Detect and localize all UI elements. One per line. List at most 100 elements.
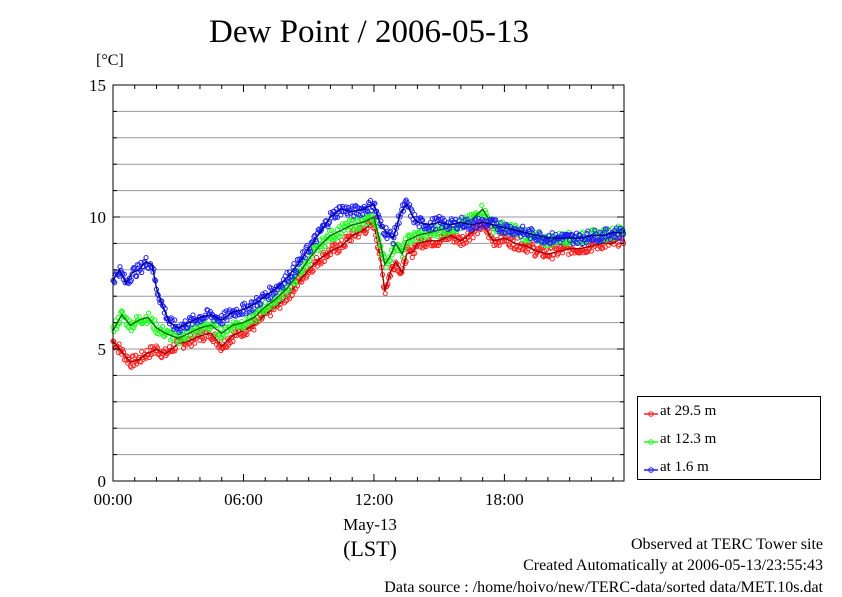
data-point (338, 212, 344, 218)
data-point (600, 245, 606, 251)
data-point (580, 229, 586, 235)
data-point (416, 224, 422, 230)
data-point (611, 241, 617, 247)
x-tick-label: 06:00 (224, 490, 263, 509)
data-point (229, 328, 235, 334)
data-point (313, 239, 320, 245)
data-point (192, 340, 198, 346)
data-point (489, 216, 495, 222)
data-point (602, 226, 608, 232)
data-point (479, 202, 485, 209)
data-point (363, 229, 369, 235)
y-axis-label: [°C] (96, 52, 124, 69)
data-point (332, 215, 338, 221)
data-point (467, 237, 473, 243)
data-point (246, 309, 253, 315)
data-point (244, 331, 250, 338)
data-point (159, 323, 166, 330)
data-point (119, 309, 126, 315)
data-point (139, 269, 145, 276)
x-axis-date-label: May-13 (343, 515, 397, 534)
data-point (470, 235, 476, 241)
data-point (569, 232, 575, 238)
data-point (468, 227, 474, 233)
data-point (286, 287, 293, 293)
data-point (258, 301, 264, 307)
legend-label: at 29.5 m (660, 403, 717, 419)
data-point (588, 248, 594, 254)
data-point (189, 322, 195, 328)
data-point (542, 238, 548, 244)
data-point (188, 343, 194, 349)
legend-marker (648, 439, 654, 445)
data-point (293, 279, 299, 286)
data-point (182, 318, 188, 324)
footer-data-source: Data source : /home/hoivo/new/TERC-data/… (384, 579, 823, 596)
data-point (460, 224, 466, 230)
data-point (459, 214, 465, 220)
plot-frame (112, 84, 625, 482)
y-tick-label: 5 (98, 340, 107, 359)
legend-swatch-1-6m (644, 462, 658, 473)
data-point (325, 224, 331, 230)
data-point (583, 240, 589, 246)
data-point (616, 235, 622, 241)
data-point (574, 240, 581, 246)
data-point (219, 321, 226, 327)
legend-marker (648, 467, 654, 473)
data-point (382, 290, 388, 297)
data-point (293, 268, 300, 274)
legend-label: at 1.6 m (660, 459, 709, 475)
data-point (133, 361, 140, 367)
data-point (493, 217, 499, 223)
data-point (342, 243, 348, 249)
data-point (286, 296, 293, 302)
data-point (138, 359, 144, 365)
data-point (321, 258, 327, 264)
data-point (162, 346, 168, 352)
data-point (230, 338, 236, 345)
data-point (458, 242, 464, 249)
data-point (413, 236, 420, 242)
data-point (600, 237, 607, 244)
data-point (269, 304, 275, 311)
data-point (130, 353, 136, 359)
data-point (464, 216, 470, 222)
data-point (201, 336, 207, 342)
data-point (244, 309, 250, 315)
data-point (598, 237, 604, 243)
data-point (392, 266, 398, 273)
y-tick-label: 10 (89, 208, 106, 227)
data-point (169, 317, 175, 324)
data-point (412, 250, 418, 256)
legend-marker (648, 411, 654, 417)
data-point (357, 224, 363, 230)
data-point (132, 265, 138, 271)
data-point (111, 338, 117, 345)
data-point (390, 240, 396, 247)
data-point (214, 321, 220, 327)
data-point (304, 243, 310, 249)
data-point (433, 226, 439, 232)
data-point (327, 251, 334, 258)
x-tick-label: 18:00 (485, 490, 524, 509)
data-point (257, 302, 263, 308)
series-layer (110, 197, 627, 370)
data-point (337, 204, 343, 210)
data-point (527, 236, 534, 242)
data-point (241, 300, 247, 306)
data-point (400, 254, 406, 260)
data-point (453, 239, 460, 245)
footer-observed-site: Observed at TERC Tower site (630, 536, 823, 553)
data-point (286, 278, 292, 284)
data-point (119, 308, 125, 314)
series-line (112, 221, 623, 364)
footer-created-time: Created Automatically at 2006-05-13/23:5… (523, 557, 823, 574)
data-point (172, 348, 178, 354)
data-point (461, 224, 467, 230)
data-point (134, 262, 140, 268)
data-point (430, 225, 436, 232)
data-point (213, 322, 220, 329)
data-point (139, 349, 145, 355)
